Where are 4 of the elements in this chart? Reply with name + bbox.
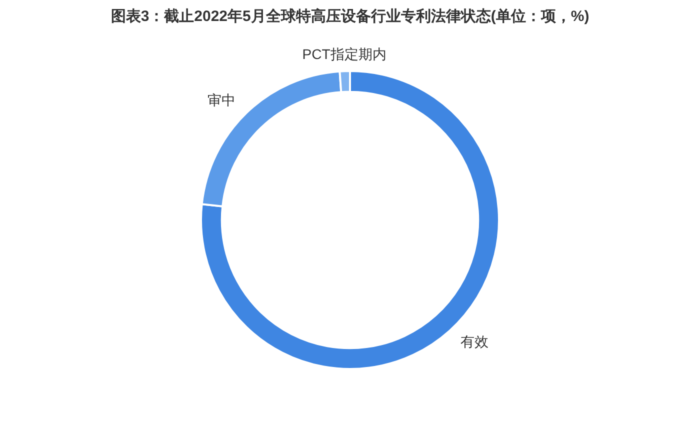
- chart-title: 图表3：截止2022年5月全球特高压设备行业专利法律状态(单位：项，%): [110, 7, 590, 26]
- slice-label: 有效: [460, 334, 488, 350]
- slice-label: PCT指定期内: [302, 46, 386, 62]
- slice-label: 审中: [208, 92, 236, 108]
